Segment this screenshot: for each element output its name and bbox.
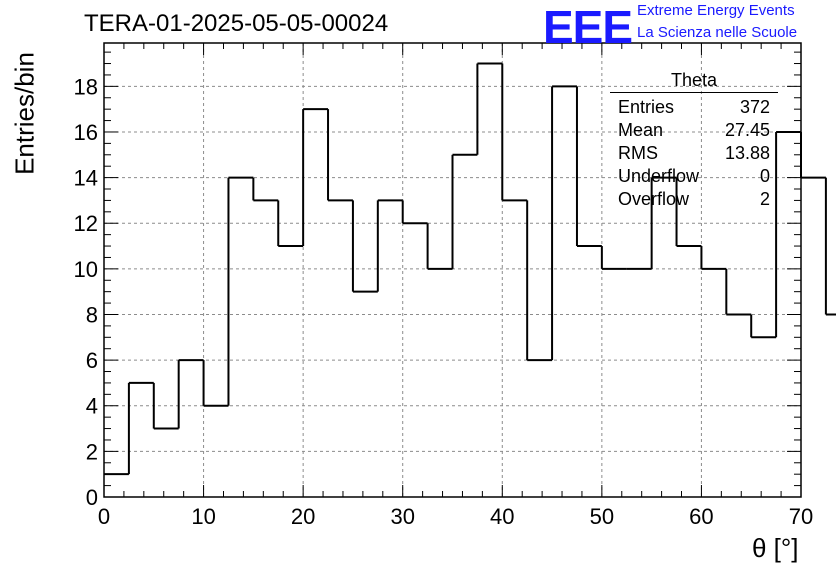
y-axis-title: Entries/bin [9,52,40,175]
x-axis-title: θ [°] [752,533,799,563]
y-tick-label: 16 [74,120,98,145]
y-tick-label: 4 [86,394,98,419]
y-tick-label: 8 [86,302,98,327]
stats-row: RMS 13.88 [610,142,778,165]
x-tick-label: 40 [490,504,514,529]
y-tick-label: 14 [74,166,98,191]
stats-label: Underflow [618,166,700,186]
stats-label: Mean [618,120,664,140]
stats-row: Underflow 0 [610,165,778,188]
stats-value: 0 [759,166,770,186]
eee-logo-line1: Extreme Energy Events [637,2,795,19]
stats-value: 2 [759,189,770,209]
stats-value: 27.45 [724,120,770,140]
y-tick-label: 2 [86,439,98,464]
x-tick-label: 60 [689,504,713,529]
x-tick-label: 10 [191,504,215,529]
stats-value: 372 [739,97,770,117]
y-tick-label: 0 [86,485,98,510]
stats-label: RMS [618,143,658,163]
plot-frame [103,42,802,498]
x-tick-label: 70 [789,504,813,529]
x-tick-label: 30 [390,504,414,529]
x-tick-label: 20 [291,504,315,529]
y-tick-label: 18 [74,74,98,99]
eee-logo-mark: EEE [543,1,633,53]
y-tick-label: 12 [74,211,98,236]
stats-box-title: Theta [610,70,778,93]
chart-title: TERA-01-2025-05-05-00024 [84,10,389,37]
stats-label: Overflow [618,189,690,209]
stats-value: 13.88 [724,143,770,163]
stats-box: Theta Entries 372 Mean 27.45 RMS 13.88 U… [610,70,778,211]
x-tick-label: 50 [590,504,614,529]
y-tick-label: 6 [86,348,98,373]
x-tick-label: 0 [98,504,110,529]
stats-row: Entries 372 [610,96,778,119]
stats-row: Mean 27.45 [610,119,778,142]
stats-row: Overflow 2 [610,188,778,211]
y-tick-label: 10 [74,257,98,282]
eee-logo-line2: La Scienza nelle Scuole [637,24,798,41]
stats-label: Entries [618,97,675,117]
